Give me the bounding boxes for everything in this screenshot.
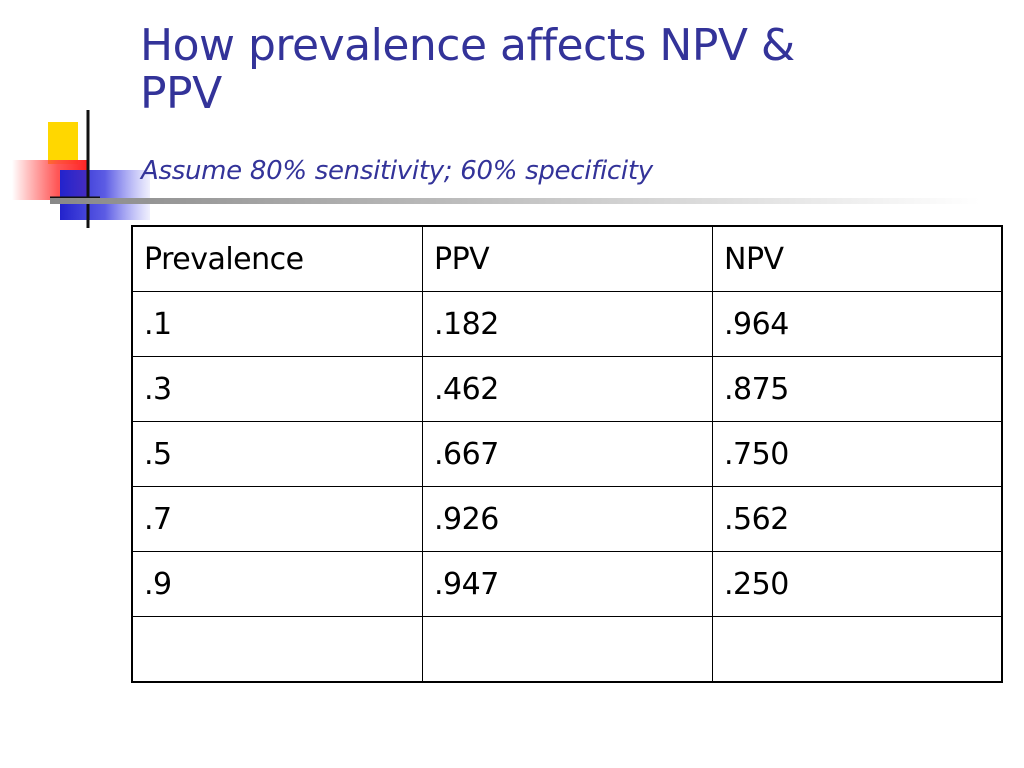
cell-npv: .750 [712,421,1003,487]
header-prevalence: Prevalence [131,225,423,292]
cell-prevalence: .1 [131,291,423,357]
cell-ppv: .926 [422,486,713,552]
slide-title-line-1: How prevalence affects NPV & [140,20,795,71]
cell-npv: .875 [712,356,1003,422]
cell-prevalence: .7 [131,486,423,552]
cell-ppv: .947 [422,551,713,617]
cell-npv: .964 [712,291,1003,357]
cell-npv: .562 [712,486,1003,552]
cell-npv [712,616,1003,683]
cell-prevalence: .9 [131,551,423,617]
title-underline [50,198,980,204]
header-npv: NPV [712,225,1003,292]
cell-ppv [422,616,713,683]
table-row-empty [131,616,1003,683]
slide-subtitle: Assume 80% sensitivity; 60% specificity [141,156,653,186]
table-row: .3 .462 .875 [131,356,1003,422]
cell-npv: .250 [712,551,1003,617]
deco-yellow-square [48,122,78,164]
cell-prevalence [131,616,423,683]
table-row: .7 .926 .562 [131,486,1003,552]
header-ppv: PPV [422,225,713,292]
slide-title: How prevalence affects NPV & PPV [140,22,1000,118]
cell-ppv: .462 [422,356,713,422]
prevalence-table: Prevalence PPV NPV .1 .182 .964 .3 .462 … [131,225,1003,683]
deco-blue-bar [60,170,150,220]
cell-ppv: .667 [422,421,713,487]
slide-title-line-2: PPV [140,68,222,119]
cell-ppv: .182 [422,291,713,357]
table-row: .5 .667 .750 [131,421,1003,487]
table-header-row: Prevalence PPV NPV [131,225,1003,292]
table-row: .1 .182 .964 [131,291,1003,357]
cell-prevalence: .5 [131,421,423,487]
cell-prevalence: .3 [131,356,423,422]
corner-decoration [12,110,150,228]
table-row: .9 .947 .250 [131,551,1003,617]
